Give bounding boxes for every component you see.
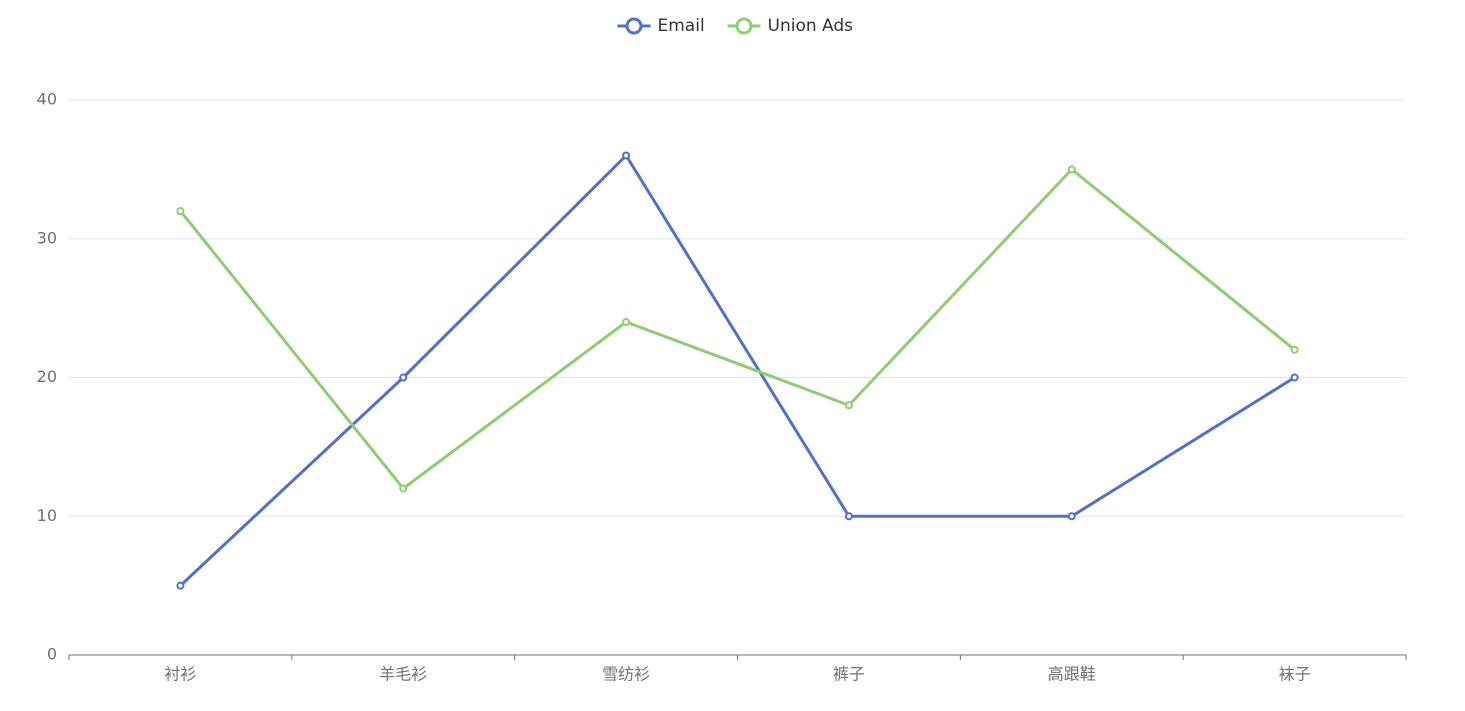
- x-tick-label: 高跟鞋: [1048, 665, 1096, 684]
- data-point: [1067, 165, 1076, 174]
- y-tick-label: 0: [47, 645, 57, 664]
- data-point: [844, 512, 853, 521]
- line-series: [179, 153, 1296, 587]
- y-tick-label: 10: [37, 506, 57, 525]
- data-point: [1290, 345, 1299, 354]
- x-tick-label: 雪纺衫: [602, 665, 650, 684]
- data-point: [399, 484, 408, 493]
- y-tick-label: 20: [37, 367, 57, 386]
- data-point: [844, 401, 853, 410]
- x-tick-label: 羊毛衫: [379, 665, 427, 684]
- data-point: [176, 207, 185, 215]
- legend-icon: [735, 17, 753, 35]
- data-point: [176, 581, 185, 590]
- y-tick-label: 30: [37, 228, 57, 247]
- x-tick-label: 衬衫: [164, 665, 196, 684]
- data-point: [1067, 512, 1076, 521]
- line-series: [179, 167, 1296, 491]
- legend-text: Email: [658, 16, 705, 36]
- legend-icon: [625, 17, 643, 35]
- data-point: [622, 151, 631, 160]
- x-tick-label: 裤子: [833, 665, 865, 684]
- x-tick-label: 袜子: [1279, 665, 1311, 684]
- data-point: [622, 318, 631, 326]
- legend-text: Union Ads: [768, 16, 854, 36]
- y-tick-label: 40: [37, 90, 57, 109]
- data-point: [1290, 373, 1299, 382]
- data-point: [399, 373, 408, 382]
